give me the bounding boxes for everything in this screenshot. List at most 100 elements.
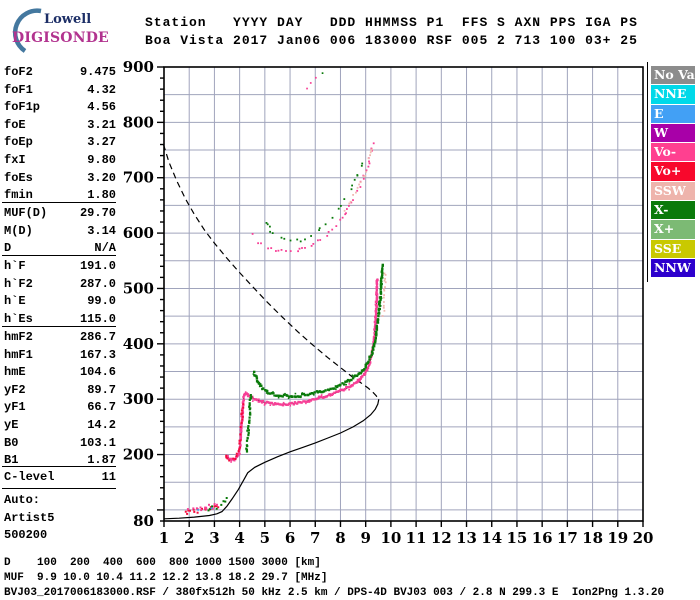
trace-f-trace-x (252, 263, 384, 400)
parameter-value: 29.70 (79, 206, 116, 220)
parameter-value: 115.0 (79, 311, 116, 326)
parameter-label: h`F2 (4, 276, 33, 291)
parameter-value: 1.80 (87, 188, 116, 203)
parameter-row: h`F 191.0 (4, 258, 116, 276)
lowell-digisonde-logo: Lowell DIGISONDE (4, 4, 124, 54)
parameter-value: 191.0 (79, 259, 116, 273)
x-axis-label: 8 (335, 529, 345, 547)
y-axis-label: 500 (123, 279, 154, 297)
legend-item-vo+: Vo+ (651, 162, 695, 181)
parameter-label: hmF2 (4, 330, 33, 344)
legend-item-x-: X- (651, 201, 695, 220)
parameter-value: 4.32 (87, 82, 116, 97)
parameter-label: fmin (4, 188, 33, 203)
legend-item-e: E (651, 104, 695, 123)
parameter-label: hmE (4, 365, 26, 380)
file-info-row: BVJ03_2017006183000.RSF / 380fx512h 50 k… (4, 587, 665, 599)
muf-row: MUF 9.9 10.0 10.4 11.2 12.2 13.8 18.2 29… (4, 572, 328, 584)
x-axis-label: 4 (234, 529, 244, 547)
parameter-value: 3.21 (87, 117, 116, 132)
x-axis-label: 3 (209, 529, 219, 547)
legend-item-ssw: SSW (651, 181, 695, 201)
parameter-row: D N/A (4, 240, 116, 258)
legend-item-w: W (651, 123, 695, 143)
gridlines (164, 67, 643, 521)
x-axis-label: 15 (507, 529, 528, 547)
parameter-value: 3.14 (87, 223, 116, 238)
parameter-row: yF1 66.7 (4, 399, 116, 417)
echo-traces (184, 72, 387, 515)
parameter-value: 14.2 (87, 417, 116, 432)
parameter-label: Auto: (4, 493, 41, 507)
header-column-titles: Station YYYY DAY DDD HHMMSS P1 FFS S AXN… (145, 15, 638, 30)
legend-item-nne: NNE (651, 85, 695, 104)
legend-item-nnw: NNW (651, 258, 695, 278)
parameter-row: MUF(D) 29.70 (4, 205, 116, 223)
parameter-label: fxI (4, 152, 26, 167)
parameter-row: B1 1.87 (4, 452, 116, 470)
parameter-group: hmF2 286.7 hmF1 167.3 hmE 104.6 yF2 89.7 yF1 66.7… (4, 329, 116, 470)
x-axis-label: 19 (607, 529, 628, 547)
x-axis-label: 13 (456, 529, 477, 547)
parameter-label: yF2 (4, 382, 26, 397)
parameter-group: MUF(D) 29.70 M(D) 3.14 D N/A (4, 205, 116, 258)
y-axis-label: 900 (123, 58, 154, 76)
trace-f-asymptote-ssw (381, 272, 387, 317)
parameter-row: h`E 99.0 (4, 293, 116, 311)
parameter-row: hmE 104.6 (4, 364, 116, 382)
x-axis-label: 2 (184, 529, 194, 547)
parameter-group: Auto: Artist5 500200 (4, 492, 116, 545)
parameter-label: Artist5 (4, 510, 55, 525)
parameter-value: 9.80 (87, 152, 116, 167)
parameter-label: foE (4, 117, 26, 132)
logo-digisonde-text: DIGISONDE (12, 30, 109, 46)
legend-item-x+: X+ (651, 220, 695, 239)
parameter-value: 104.6 (79, 365, 116, 380)
legend-divider-line (647, 62, 648, 282)
parameter-value: 66.7 (87, 400, 116, 415)
y-axis-label: 600 (123, 224, 154, 242)
parameter-label: yE (4, 417, 19, 432)
parameter-label: foF2 (4, 65, 33, 79)
parameter-divider (2, 255, 116, 256)
parameter-divider (2, 326, 116, 327)
header-values: Boa Vista 2017 Jan06 006 183000 RSF 005 … (145, 33, 638, 48)
y-axis-label: 400 (123, 335, 154, 353)
parameter-value: 9.475 (79, 65, 116, 79)
parameter-value: 11 (101, 470, 116, 484)
trace-second-hop-ssw (343, 148, 373, 212)
x-axis-label: 20 (633, 529, 654, 547)
y-axis-label: 200 (123, 446, 154, 464)
x-axis-label: 6 (285, 529, 295, 547)
parameter-value: 167.3 (79, 347, 116, 362)
parameter-value: 3.20 (87, 170, 116, 185)
parameter-label: foEp (4, 135, 33, 150)
trace-e-trace-pink (186, 503, 218, 512)
transmission-curve (162, 144, 379, 400)
parameter-row: foEp 3.27 (4, 134, 116, 152)
trace-f-trace-o-red (225, 403, 245, 462)
parameter-row: foF1p 4.56 (4, 99, 116, 117)
y-axis-label: 800 (123, 113, 154, 131)
parameter-group: h`F 191.0 h`F2 287.0 h`E 99.0 h`Es 115.0 (4, 258, 116, 328)
parameter-value: 99.0 (87, 294, 116, 309)
parameter-label: h`E (4, 294, 26, 309)
parameter-value: 4.56 (87, 100, 116, 115)
legend-item-vo-: Vo- (651, 143, 695, 162)
logo-arc-icon (12, 8, 42, 53)
trace-second-hop-x (265, 162, 364, 243)
parameter-row: fmin 1.80 (4, 187, 116, 205)
doppler-direction-legend: No Val NNE E W Vo- Vo+ SSW X- X+ SSE NNW (651, 66, 696, 278)
parameter-label: hmF1 (4, 347, 33, 362)
parameter-value: 103.1 (79, 435, 116, 450)
parameter-label: C-level (4, 470, 55, 484)
parameter-label: h`F (4, 259, 26, 273)
x-axis-label: 16 (532, 529, 553, 547)
x-axis-label: 5 (260, 529, 270, 547)
parameter-label: foF1 (4, 82, 33, 97)
x-axis-label: 1 (159, 529, 169, 547)
parameter-label: yF1 (4, 400, 26, 415)
parameter-row: yF2 89.7 (4, 382, 116, 400)
